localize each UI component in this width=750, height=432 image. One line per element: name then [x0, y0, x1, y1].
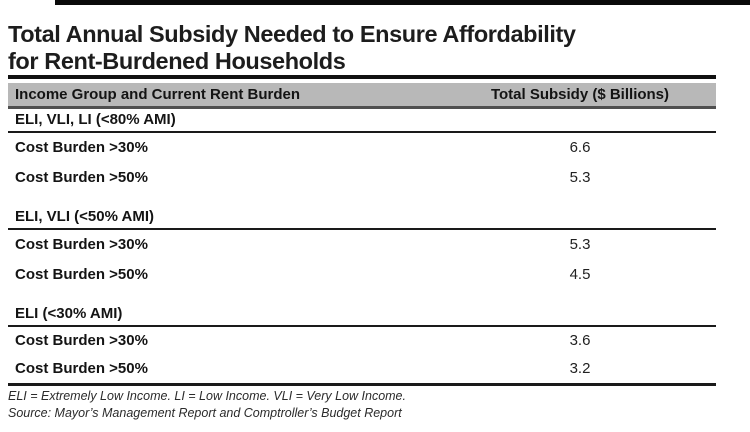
row-value: 3.6 — [569, 332, 591, 349]
table-row: Cost Burden >30% 6.6 — [8, 133, 716, 163]
row-value: 5.3 — [569, 236, 591, 253]
top-divider-bar — [55, 0, 750, 5]
figure-title-line1: Total Annual Subsidy Needed to Ensure Af… — [8, 21, 576, 47]
row-value: 5.3 — [569, 169, 591, 186]
column-header-total-subsidy: Total Subsidy ($ Billions) — [490, 86, 670, 103]
table-row: Cost Burden >50% 3.2 — [8, 355, 716, 383]
row-value: 3.2 — [569, 360, 591, 377]
row-label: Cost Burden >30% — [15, 139, 148, 156]
table-row: Cost Burden >30% 5.3 — [8, 230, 716, 260]
footnotes: ELI = Extremely Low Income. LI = Low Inc… — [8, 389, 716, 422]
title-underline — [8, 75, 716, 79]
row-value: 4.5 — [569, 266, 591, 283]
section-header-eli-vli-li: ELI, VLI, LI (<80% AMI) — [8, 109, 716, 133]
table-body: ELI, VLI, LI (<80% AMI) Cost Burden >30%… — [8, 109, 716, 383]
section-header-eli: ELI (<30% AMI) — [8, 303, 716, 327]
footnote-source: Source: Mayor’s Management Report and Co… — [8, 405, 402, 420]
row-label: Cost Burden >50% — [15, 360, 148, 377]
row-label: Cost Burden >30% — [15, 332, 148, 349]
column-header-income-group: Income Group and Current Rent Burden — [15, 86, 301, 103]
footnote-definitions: ELI = Extremely Low Income. LI = Low Inc… — [8, 389, 406, 403]
table-row: Cost Burden >30% 3.6 — [8, 327, 716, 355]
row-label: Cost Burden >50% — [15, 169, 148, 186]
row-label: Cost Burden >30% — [15, 236, 148, 253]
section-header-eli-vli: ELI, VLI (<50% AMI) — [8, 206, 716, 230]
table-row: Cost Burden >50% 5.3 — [8, 163, 716, 193]
table-header-row: Income Group and Current Rent Burden Tot… — [8, 83, 716, 109]
row-value: 6.6 — [569, 139, 591, 156]
table-bottom-rule — [8, 383, 716, 386]
figure-title: Total Annual Subsidy Needed to Ensure Af… — [8, 21, 728, 75]
row-label: Cost Burden >50% — [15, 266, 148, 283]
table-row: Cost Burden >50% 4.5 — [8, 260, 716, 290]
figure-title-line2: for Rent-Burdened Households — [8, 48, 346, 74]
